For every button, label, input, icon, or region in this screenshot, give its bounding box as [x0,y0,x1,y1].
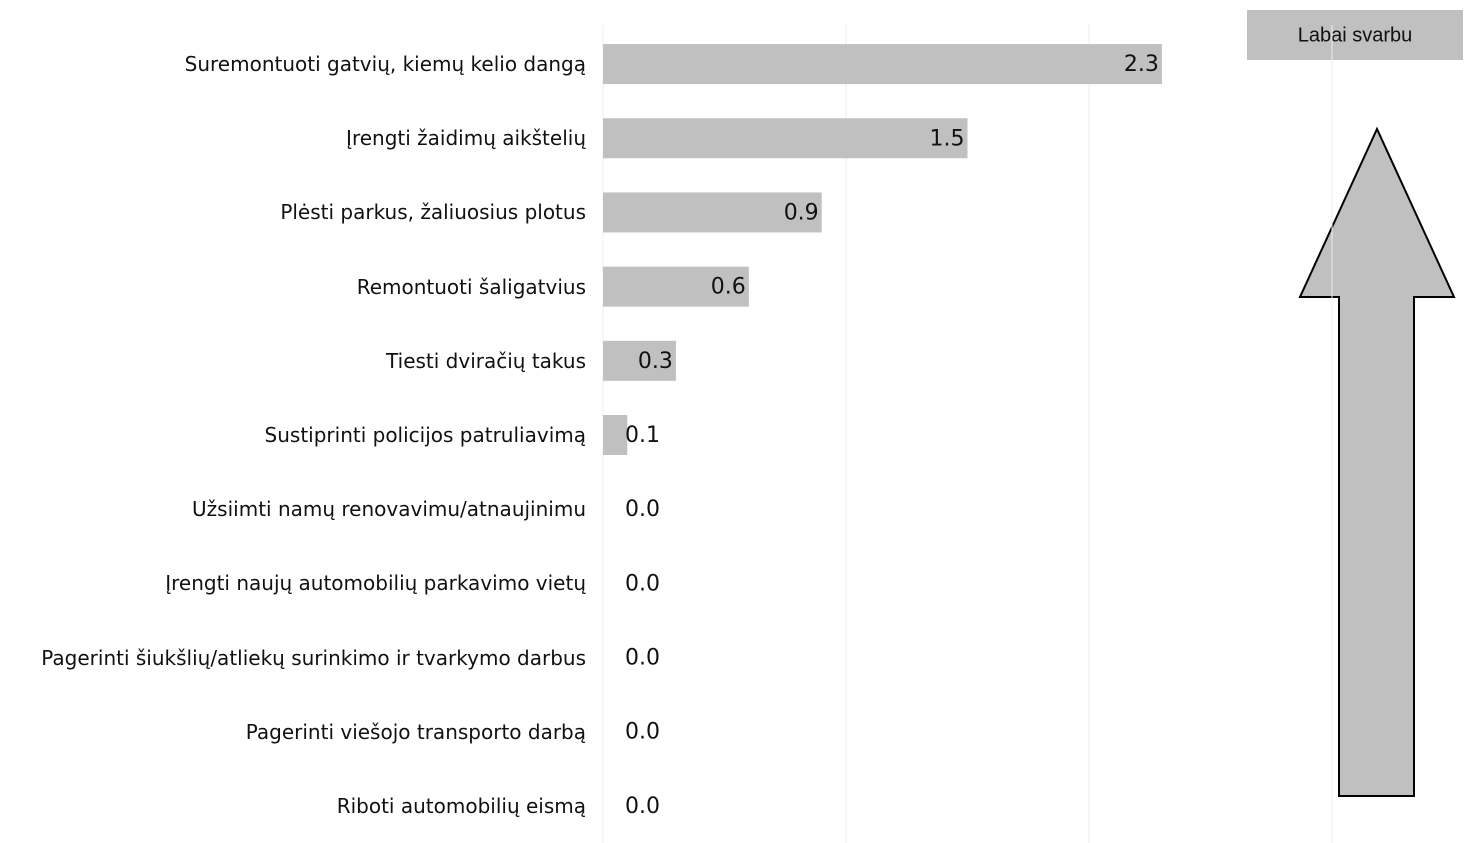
value-label: 2.3 [1124,52,1159,77]
annotation-box [1247,10,1463,60]
bar [603,118,968,159]
category-label: Įrengti žaidimų aikštelių [346,126,586,151]
value-label: 0.0 [625,720,660,745]
category-label: Sustiprinti policijos patruliavimą [264,422,586,447]
value-label: 0.0 [625,646,660,671]
bar [603,44,1162,85]
bar [603,415,628,455]
bar [603,340,676,381]
category-label: Plėsti parkus, žaliuosius plotus [280,200,586,225]
category-label: Remontuoti šaligatvius [356,274,586,299]
value-label: 0.0 [625,794,660,819]
category-label: Suremontuoti gatvių, kiemų kelio dangą [184,52,586,77]
value-label: 1.5 [930,126,965,151]
bar [603,266,749,307]
bar [603,192,822,233]
category-label: Įrengti naujų automobilių parkavimo viet… [165,571,586,596]
category-label: Užsiimti namų renovavimu/atnaujinimu [192,497,586,522]
value-label: 0.0 [625,497,660,522]
annotation: Labai svarbu [1298,24,1413,46]
value-label: 0.0 [625,571,660,596]
category-label: Pagerinti šiukšlių/atliekų surinkimo ir … [41,645,586,670]
value-label: 0.9 [784,200,819,225]
value-label: 0.3 [638,349,673,374]
category-label: Tiesti dviračių takus [386,348,586,373]
value-label: 0.6 [711,275,746,300]
category-label: Pagerinti viešojo transporto darbą [245,719,586,744]
category-label: Riboti automobilių eismą [336,793,586,818]
arrow [1298,126,1456,797]
value-label: 0.1 [625,423,660,448]
